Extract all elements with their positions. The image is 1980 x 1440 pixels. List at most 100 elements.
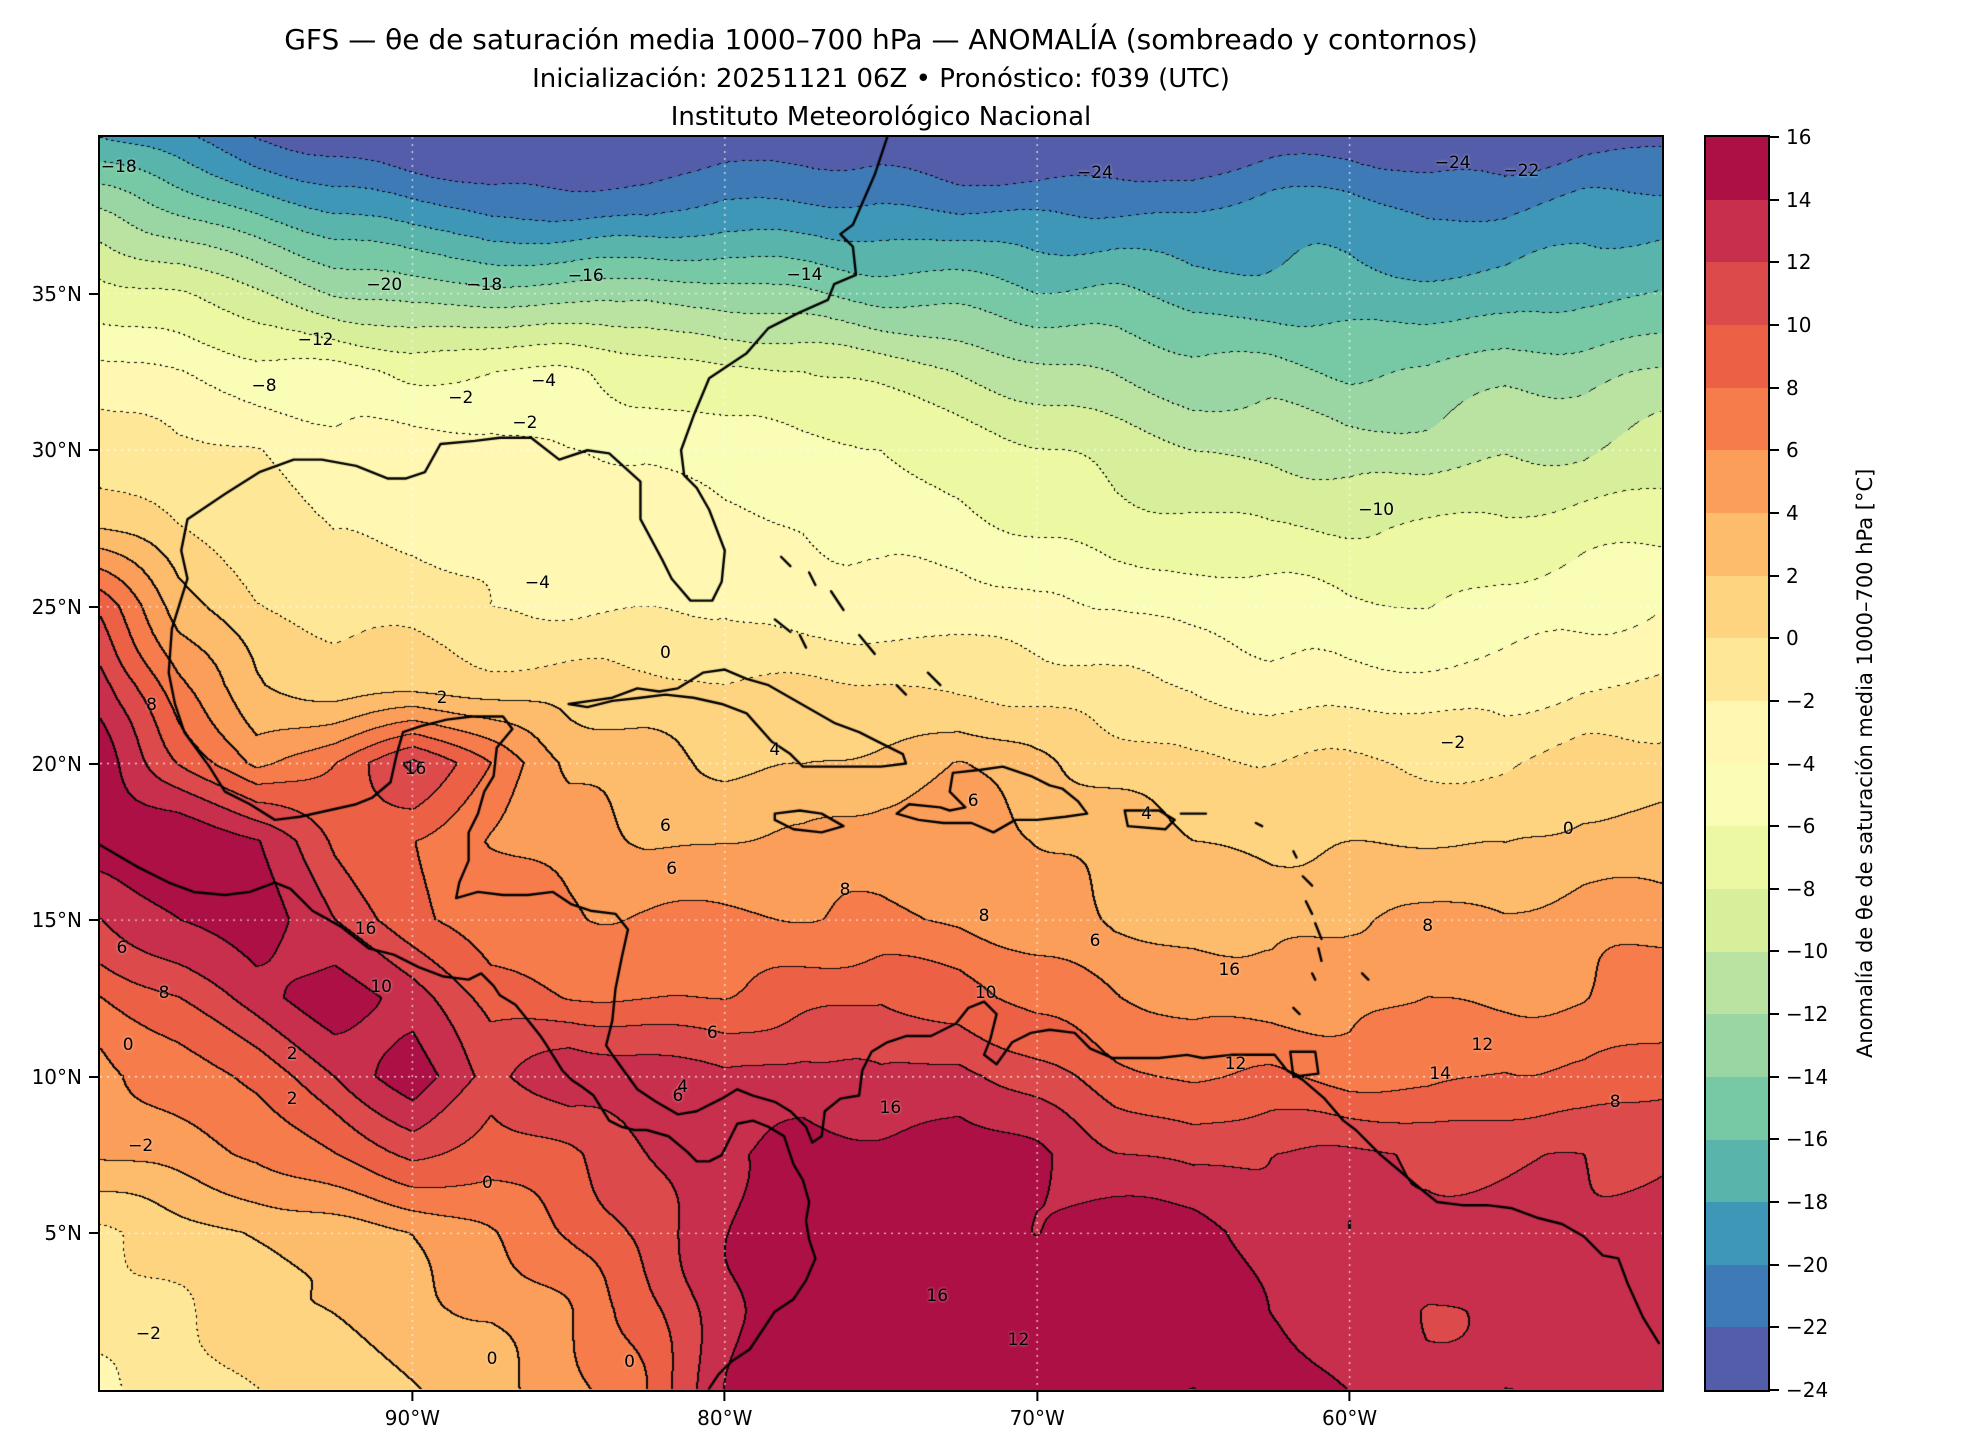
x-tick-label: 70°W [1009,1406,1065,1430]
colorbar-tick: −24 [1770,1378,1828,1402]
colorbar-tick: −10 [1770,939,1828,963]
y-tick: 10°N [32,1065,98,1089]
y-tick-label: 10°N [31,1064,82,1089]
colorbar-tick-mark [1770,198,1779,201]
colorbar-segment [1706,1327,1768,1391]
map-plot-area: −18 −20 −18 −16 −14 −24 −24 −22 −12 −8 −4 −2 −2 −10 −4… [98,135,1664,1392]
colorbar-tick-mark [1770,1326,1779,1329]
colorbar-tick-mark [1770,1263,1779,1266]
y-tick-label: 20°N [31,751,82,776]
colorbar-tick-mark [1770,825,1779,828]
y-tick-mark [89,762,98,765]
x-tick: 90°W [385,1392,440,1430]
colorbar-tick-mark [1770,449,1779,452]
chart-title: GFS — θe de saturación media 1000–700 hP… [284,23,1478,56]
colorbar-segment [1706,1139,1768,1203]
colorbar-tick: −22 [1770,1315,1828,1339]
y-tick-mark [89,449,98,452]
colorbar-tick-mark [1770,699,1779,702]
colorbar-tick: −6 [1770,814,1815,838]
colorbar-tick-label: 12 [1786,250,1812,275]
colorbar-tick-mark [1770,261,1779,264]
colorbar-segment [1706,575,1768,639]
x-tick: 80°W [697,1392,752,1430]
y-tick-label: 15°N [31,908,82,933]
y-tick: 25°N [32,595,98,619]
colorbar-tick: −4 [1770,752,1815,776]
colorbar-tick-mark [1770,1389,1779,1391]
x-axis: 90°W 80°W 70°W 60°W [100,1392,1662,1438]
y-tick: 15°N [32,908,98,932]
colorbar-tick: 0 [1770,626,1799,650]
colorbar-tick-label: −24 [1786,1378,1829,1402]
colorbar-tick-mark [1770,887,1779,890]
colorbar-tick-label: 2 [1786,563,1799,588]
colorbar-tick-label: 0 [1786,626,1799,651]
colorbar-tick: 6 [1770,438,1799,462]
y-tick-mark [89,292,98,295]
colorbar-tick-label: 4 [1786,500,1799,525]
colorbar-segment [1706,638,1768,701]
colorbar-tick-label: −12 [1786,1002,1829,1027]
colorbar-tick-mark [1770,511,1779,514]
colorbar-tick-label: −18 [1786,1190,1829,1215]
colorbar-tick-mark [1770,1075,1779,1078]
colorbar-tick-label: 16 [1786,125,1812,149]
colorbar [1704,135,1770,1392]
x-tick-mark [1348,1392,1351,1401]
colorbar-tick-label: −10 [1786,939,1829,964]
colorbar-segment [1706,1076,1768,1140]
colorbar-segment [1706,1014,1768,1077]
x-tick-label: 90°W [384,1406,441,1430]
y-tick: 5°N [44,1221,98,1245]
x-tick-mark [1036,1392,1039,1401]
colorbar-tick: −2 [1770,689,1815,713]
map-canvas [100,137,1662,1390]
y-tick-mark [89,919,98,922]
colorbar-tick-mark [1770,762,1779,765]
colorbar-tick: 4 [1770,501,1799,525]
colorbar-segment [1706,512,1768,576]
colorbar-segment [1706,951,1768,1015]
colorbar-tick-label: −6 [1786,814,1816,839]
colorbar-ticks: 16 14 12 10 8 6 4 2 0 −2 −4 −6 −8 −10 −12 −14 −16 −18 −20 −… [1770,125,1900,1402]
colorbar-tick-label: −2 [1786,688,1816,713]
y-tick-mark [89,1075,98,1078]
colorbar-tick-label: −8 [1786,876,1816,901]
colorbar-tick-mark [1770,1013,1779,1016]
colorbar-segment [1706,700,1768,764]
colorbar-tick: 14 [1770,188,1811,212]
x-tick-label: 80°W [697,1406,753,1430]
colorbar-segment [1706,1202,1768,1265]
colorbar-tick-label: −20 [1786,1252,1829,1277]
colorbar-tick-label: −16 [1786,1127,1829,1152]
colorbar-tick: −20 [1770,1253,1828,1277]
colorbar-tick-mark [1770,950,1779,953]
colorbar-tick: 10 [1770,313,1811,337]
y-tick: 35°N [32,282,98,306]
colorbar-tick-label: −4 [1786,751,1816,776]
colorbar-tick: −14 [1770,1065,1828,1089]
colorbar-tick: −8 [1770,877,1815,901]
colorbar-tick-mark [1770,574,1779,577]
colorbar-tick: −18 [1770,1190,1828,1214]
x-tick-mark [723,1392,726,1401]
colorbar-tick: 16 [1770,125,1811,149]
colorbar-segment [1706,826,1768,889]
colorbar-tick-label: 14 [1786,187,1812,212]
y-tick: 30°N [32,438,98,462]
colorbar-tick-label: 8 [1786,375,1799,400]
y-axis: 35°N 30°N 25°N 20°N 15°N 10°N 5°N [0,137,98,1390]
colorbar-tick-mark [1770,1138,1779,1141]
y-tick: 20°N [32,752,98,776]
colorbar-segment [1706,262,1768,325]
colorbar-segment [1706,137,1768,200]
colorbar-segment [1706,763,1768,827]
y-tick-label: 5°N [44,1221,82,1246]
colorbar-tick-mark [1770,637,1779,640]
x-tick-mark [411,1392,414,1401]
colorbar-tick-mark [1770,323,1779,326]
colorbar-tick-label: 6 [1786,438,1799,463]
colorbar-tick: 12 [1770,250,1811,274]
